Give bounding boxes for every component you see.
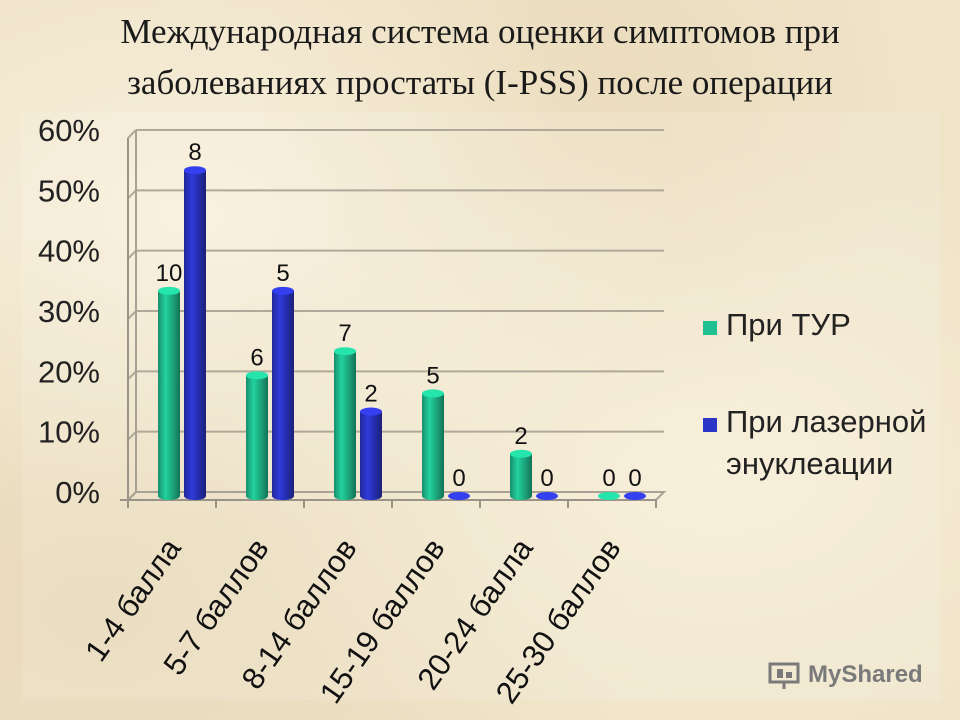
data-label: 0 xyxy=(452,465,465,492)
data-label: 10 xyxy=(156,260,183,287)
data-label: 2 xyxy=(364,381,377,408)
gridline-side xyxy=(127,249,137,260)
data-label: 2 xyxy=(514,423,527,450)
bar-body xyxy=(158,290,180,500)
data-label: 6 xyxy=(250,344,263,371)
data-label: 5 xyxy=(276,260,289,287)
bar-top xyxy=(422,389,444,398)
presentation-icon xyxy=(768,662,800,689)
chart-title: Международная система оценки симптомов п… xyxy=(0,6,960,108)
gridline-side xyxy=(127,370,137,381)
bar xyxy=(598,492,620,500)
bar-top xyxy=(598,492,620,500)
bar-top xyxy=(334,347,356,356)
data-label: 5 xyxy=(426,362,439,389)
data-label: 0 xyxy=(602,465,615,492)
data-label: 8 xyxy=(188,139,201,166)
bar xyxy=(334,347,356,500)
legend-swatch xyxy=(703,418,717,432)
y-tick-label: 0% xyxy=(55,475,100,510)
bar xyxy=(422,389,444,500)
bar-body xyxy=(272,290,294,500)
data-label: 0 xyxy=(628,465,641,492)
bar-top xyxy=(158,286,180,295)
watermark-text: MyShared xyxy=(808,661,923,688)
bar-top xyxy=(184,166,206,175)
title-line-2: заболеваниях простаты (I-PSS) после опер… xyxy=(127,63,833,102)
bar xyxy=(184,166,206,500)
bar-body xyxy=(184,170,206,500)
bar-body xyxy=(334,351,356,500)
bar-top xyxy=(448,492,470,500)
bar xyxy=(246,371,268,500)
bar-top xyxy=(510,449,532,458)
gridline-side xyxy=(127,129,137,139)
bar xyxy=(272,286,294,500)
bar-top xyxy=(360,407,382,416)
data-label: 7 xyxy=(338,320,351,347)
legend-label-cont: энуклеации xyxy=(726,446,893,481)
data-label: 0 xyxy=(540,465,553,492)
bar-body xyxy=(510,453,532,500)
y-tick-label: 60% xyxy=(38,113,100,148)
bar xyxy=(510,449,532,500)
bar-body xyxy=(246,375,268,500)
legend: При ТУР При лазерной энуклеации xyxy=(703,307,926,481)
y-tick-label: 10% xyxy=(38,415,100,450)
gridline-side xyxy=(127,189,137,200)
y-tick-label: 50% xyxy=(38,173,100,208)
bar-top xyxy=(272,286,294,295)
legend-swatch xyxy=(703,321,717,335)
bar xyxy=(624,492,646,500)
bar-body xyxy=(422,393,444,500)
gridline-side xyxy=(127,430,137,441)
y-tick-label: 20% xyxy=(38,354,100,389)
bar xyxy=(448,492,470,500)
title-line-1: Международная система оценки симптомов п… xyxy=(120,12,840,51)
bar-body xyxy=(360,411,382,500)
y-tick-label: 40% xyxy=(38,234,100,269)
legend-label: При ТУР xyxy=(726,307,851,342)
y-tick-label: 30% xyxy=(38,294,100,329)
bar xyxy=(158,286,180,500)
bar xyxy=(360,407,382,500)
bar xyxy=(536,492,558,500)
gridline-side xyxy=(127,310,137,320)
bar-top xyxy=(246,371,268,380)
watermark: MyShared xyxy=(768,655,938,695)
legend-label: При лазерной xyxy=(726,404,926,439)
bar-top xyxy=(624,492,646,500)
bar-top xyxy=(536,492,558,500)
